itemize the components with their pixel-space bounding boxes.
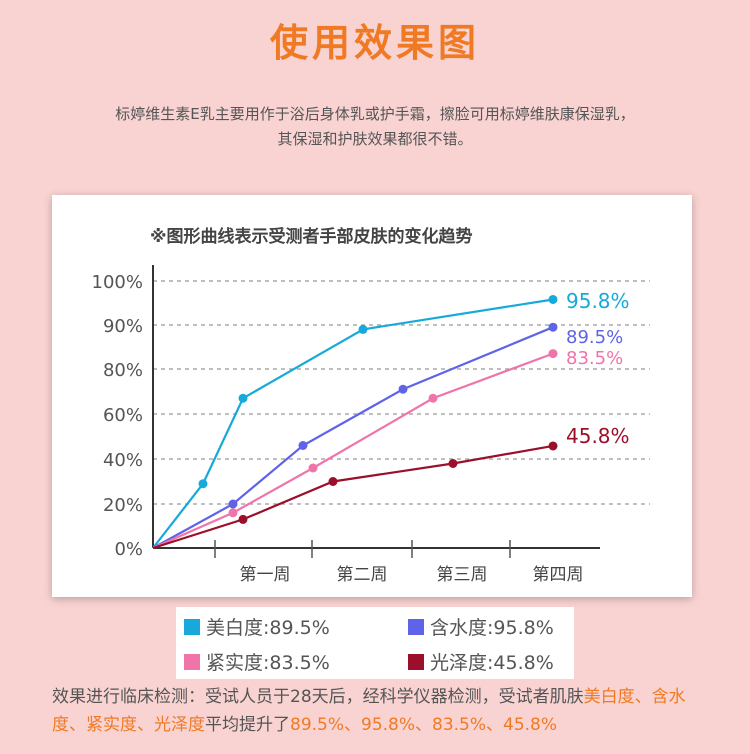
data-point: [448, 459, 458, 468]
description-line-1: 标婷维生素E乳主要用作于浴后身体乳或护手霜，擦脸可用标婷维肤康保湿乳，: [115, 105, 635, 123]
legend-swatch: [184, 654, 200, 670]
y-tick-label: 20%: [103, 495, 143, 516]
data-point: [548, 322, 558, 332]
x-tick-label: 第三周: [437, 565, 488, 585]
y-tick-label: 100%: [92, 272, 143, 293]
data-label: 45.8%: [566, 424, 630, 448]
series-line: [152, 326, 554, 549]
footnote-highlight-metrics: 美白度、含水度、紧实度、光泽度: [52, 687, 686, 735]
legend-label: 光泽度:45.8%: [430, 652, 554, 674]
legend-label: 美白度:89.5%: [206, 617, 330, 639]
data-point: [228, 499, 238, 509]
legend-item-whitening: 美白度:89.5%: [184, 613, 330, 640]
data-point: [398, 384, 408, 394]
legend-swatch: [184, 619, 200, 635]
series-line: [152, 352, 554, 550]
data-point: [428, 393, 438, 403]
series-line: [152, 298, 554, 549]
y-tick-label: 90%: [103, 316, 143, 337]
x-tick-label: 第四周: [533, 565, 584, 585]
legend-swatch: [408, 619, 424, 635]
data-point: [198, 479, 208, 489]
y-tick-label: 60%: [103, 405, 143, 426]
description-line-2: 其保湿和护肤效果都很不错。: [277, 130, 473, 148]
footnote: 效果进行临床检测：受试人员于28天后，经科学仪器检测，受试者肌肤美白度、含水度、…: [52, 683, 702, 739]
data-point: [548, 294, 558, 304]
data-point: [238, 514, 248, 524]
footnote-text: 效果进行临床检测：受试人员于28天后，经科学仪器检测，受试者肌肤: [52, 687, 584, 707]
legend-item-gloss: 光泽度:45.8%: [408, 648, 554, 675]
legend-item-firmness: 紧实度:83.5%: [184, 648, 330, 675]
data-point: [228, 508, 238, 518]
legend-swatch: [408, 654, 424, 670]
y-tick-label: 40%: [103, 450, 143, 471]
data-point: [298, 441, 308, 450]
data-point: [548, 441, 558, 451]
data-point: [308, 463, 318, 473]
data-point: [358, 324, 368, 334]
data-point: [238, 393, 248, 403]
x-tick-label: 第二周: [337, 565, 388, 585]
data-point: [328, 477, 338, 486]
legend-label: 紧实度:83.5%: [206, 652, 330, 674]
data-label: 89.5%: [566, 327, 623, 348]
footnote-highlight-values: 89.5%、95.8%、83.5%、45.8%: [290, 715, 558, 735]
footnote-text-2: 平均提升了: [205, 715, 290, 735]
y-tick-label: 0%: [114, 539, 143, 560]
chart-title: ※图形曲线表示受测者手部皮肤的变化趋势: [150, 227, 473, 247]
x-tick-label: 第一周: [240, 565, 291, 585]
data-label: 83.5%: [566, 348, 623, 369]
legend-item-moisture: 含水度:95.8%: [408, 613, 554, 640]
legend-label: 含水度:95.8%: [430, 617, 554, 639]
chart-panel: [52, 195, 692, 597]
data-label: 95.8%: [566, 289, 630, 313]
y-tick-label: 80%: [103, 360, 143, 381]
page-description: 标婷维生素E乳主要用作于浴后身体乳或护手霜，擦脸可用标婷维肤康保湿乳， 其保湿和…: [60, 102, 690, 152]
legend: 美白度:89.5% 含水度:95.8% 紧实度:83.5% 光泽度:45.8%: [176, 607, 574, 679]
page-title: 使用效果图: [269, 21, 480, 65]
data-point: [548, 349, 558, 359]
